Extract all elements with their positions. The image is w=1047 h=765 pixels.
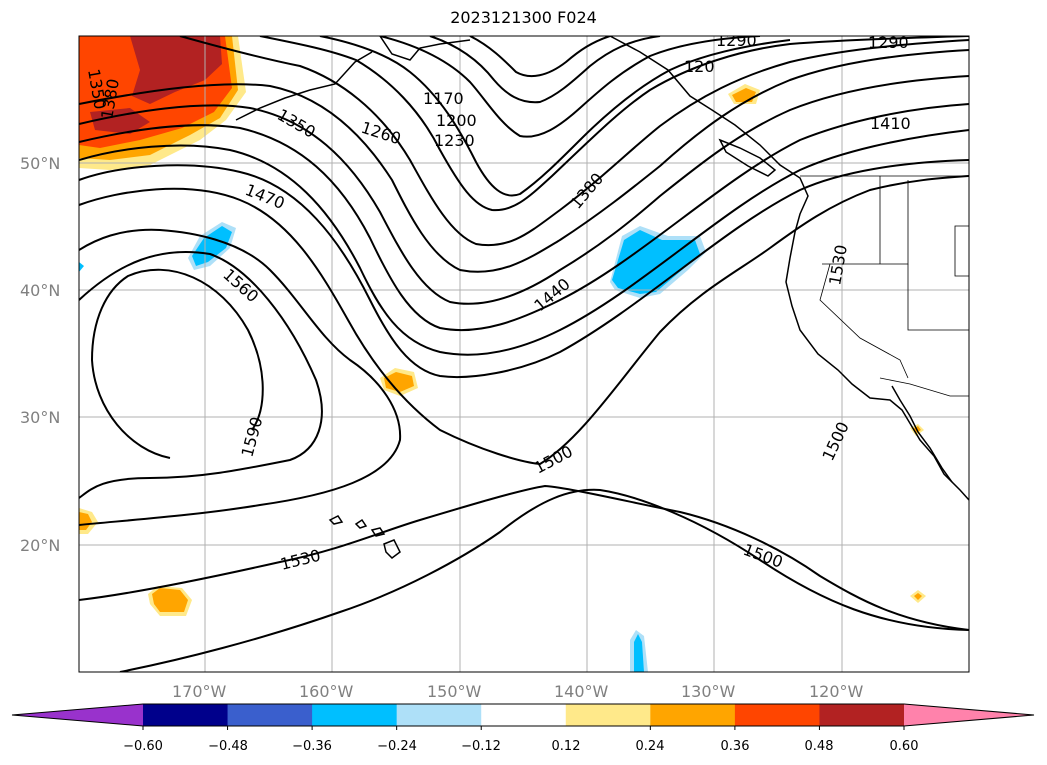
colorbar-segment (227, 704, 313, 726)
border-us-states-5 (954, 225, 969, 277)
colorbar-tick-label: 0.60 (890, 739, 919, 754)
contour-1230 (379, 36, 761, 138)
negative-anomaly-west-edge (79, 262, 84, 272)
contour-label-1530-s: 1530 (278, 546, 322, 574)
contour-1290 (259, 36, 969, 212)
lon-label-160w: 160°W (299, 682, 354, 701)
border-us-states-3 (907, 264, 969, 331)
lon-label-130w: 130°W (681, 682, 736, 701)
colorbar-tick-label: 0.48 (805, 739, 834, 754)
contour-1410 (79, 103, 969, 332)
colorbar-segment (312, 704, 398, 726)
colorbar-segment (565, 704, 651, 726)
colorbar-tick-label: 0.12 (552, 739, 581, 754)
coast-hawaii-1 (328, 515, 344, 525)
contour-1500 (79, 175, 969, 466)
lon-label-150w: 150°W (427, 682, 482, 701)
colorbar-segment (396, 704, 482, 726)
contour-label-1410: 1410 (870, 114, 911, 133)
contour-1500-low (119, 488, 969, 672)
colorbar-tick-label: 0.24 (636, 739, 665, 754)
coast-baja (891, 385, 953, 483)
contour-label-1500-e: 1500 (818, 419, 852, 464)
contour-label-1530-e: 1530 (825, 243, 851, 286)
latitude-labels: 50°N 40°N 30°N 20°N (20, 154, 60, 555)
height-contours (79, 36, 969, 672)
plot-frame (78, 35, 970, 673)
contour-label-1200: 1200 (436, 111, 477, 130)
map-title: 2023121300 F024 (450, 8, 597, 27)
colorbar-tick-label: −0.48 (208, 739, 248, 754)
colorbar-segment (819, 704, 905, 726)
lon-label-120w: 120°W (809, 682, 864, 701)
colorbar-tick-labels: −0.60 −0.48 −0.36 −0.24 −0.12 0.12 0.24 … (123, 739, 918, 754)
contour-label-1590: 1590 (238, 415, 267, 459)
contour-1200 (429, 36, 661, 104)
colorbar-segment (143, 704, 229, 726)
coastlines (235, 36, 969, 559)
negative-anomaly-135w-core (612, 230, 700, 294)
lat-label-40n: 40°N (20, 281, 60, 300)
contour-label-1290-b: 1290 (868, 33, 909, 52)
coast-aleutians (235, 51, 373, 121)
colorbar-tick-label: 0.36 (721, 739, 750, 754)
lon-label-170w: 170°W (172, 682, 227, 701)
coast-vancouver-island (718, 138, 777, 177)
colorbar-segment (734, 704, 820, 726)
contour-1380 (79, 75, 969, 305)
colorbar-tick-label: −0.36 (292, 739, 332, 754)
contour-1170 (469, 36, 611, 78)
colorbar-tick-label: −0.60 (123, 739, 163, 754)
contour-1260 (319, 36, 791, 197)
contour-label-1470: 1470 (243, 180, 288, 213)
positive-anomaly-northwest-max (130, 36, 222, 104)
lat-label-50n: 50°N (20, 154, 60, 173)
colorbar-tick-label: −0.24 (377, 739, 417, 754)
contour-label-1230: 1230 (434, 131, 475, 150)
coast-hawaii-3 (370, 527, 386, 537)
contour-label-1500-mid: 1500 (531, 442, 576, 478)
negative-anomaly-136w-south-core (634, 634, 644, 672)
positive-anomaly-155w-core (384, 372, 414, 392)
contour-label-1350: 1350 (274, 105, 319, 142)
plot-area: 1350 1380 1170 1200 1230 1260 1350 1290 … (79, 31, 969, 672)
graticule (79, 36, 969, 672)
contour-1470 (79, 159, 969, 378)
positive-anomaly-170w-south-core (152, 588, 188, 612)
positive-anomaly-114w-core (914, 593, 922, 600)
contour-1440 (79, 129, 969, 356)
contour-1350 (79, 49, 969, 273)
coast-north-america (609, 36, 969, 501)
contour-label-120: 120 (684, 57, 715, 76)
coast-alaska (379, 36, 471, 61)
contour-label-1290-a: 1290 (716, 31, 757, 50)
negative-anomaly-170w-core (192, 226, 232, 266)
anomaly-fill-layer (79, 36, 926, 672)
positive-anomaly-northwest-max2 (90, 108, 150, 134)
colorbar-extension-max (904, 704, 1034, 726)
border-us-states-4 (819, 263, 909, 379)
colorbar-tick-label: −0.12 (461, 739, 501, 754)
contour-1560 (79, 251, 323, 499)
contour-label-1170: 1170 (423, 89, 464, 108)
contour-1590 (90, 268, 264, 459)
contour-label-1440: 1440 (530, 274, 573, 315)
coast-hawaii-2 (354, 518, 368, 529)
political-borders (800, 175, 969, 397)
contour-1530-bottom (79, 484, 969, 631)
border-us-mexico (879, 377, 969, 397)
longitude-labels: 170°W 160°W 150°W 140°W 130°W 120°W (172, 682, 864, 701)
colorbar-segment (481, 704, 567, 726)
lon-label-140w: 140°W (554, 682, 609, 701)
colorbar (11, 703, 1035, 730)
colorbar-segment (650, 704, 736, 726)
contour-1530-south (79, 228, 402, 526)
contour-1320 (179, 36, 969, 247)
colorbar-extension-min (12, 704, 143, 726)
lat-label-20n: 20°N (20, 536, 60, 555)
lat-label-30n: 30°N (20, 408, 60, 427)
coast-hawaii-4 (383, 539, 401, 559)
